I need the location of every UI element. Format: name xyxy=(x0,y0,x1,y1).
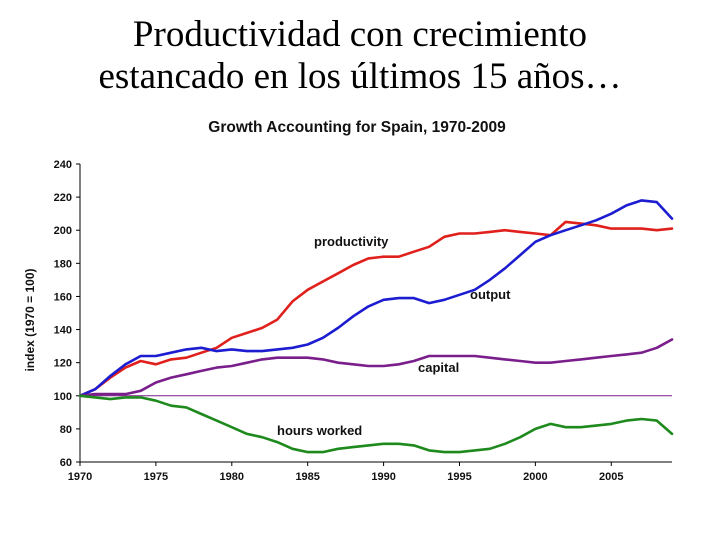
slide-title: Productividad con crecimiento estancado … xyxy=(0,14,720,98)
series-line-output xyxy=(78,199,674,398)
y-tick-label-60: 60 xyxy=(60,457,72,469)
y-tick-label-100: 100 xyxy=(54,391,72,403)
x-tick-label-1990: 1990 xyxy=(371,471,395,483)
y-tick-label-180: 180 xyxy=(54,258,72,270)
series-label-group: productivity output capital hours worked xyxy=(277,234,511,438)
slide-title-line-2: estancado en los últimos 15 años… xyxy=(98,56,622,97)
series-line-hours-worked xyxy=(78,394,674,454)
x-tick-label-1980: 1980 xyxy=(220,471,244,483)
series-line-group xyxy=(78,199,674,454)
y-tick-label-160: 160 xyxy=(54,291,72,303)
y-tick-label-140: 140 xyxy=(54,325,72,337)
series-label-capital: capital xyxy=(418,360,459,375)
x-tick-label-1985: 1985 xyxy=(295,471,319,483)
x-tick-label-1975: 1975 xyxy=(144,471,168,483)
series-label-output: output xyxy=(470,287,511,302)
x-tick-label-1995: 1995 xyxy=(447,471,471,483)
x-tick-group: 1970 1975 1980 1985 1990 1995 2000 2005 xyxy=(68,462,624,483)
x-tick-label-2005: 2005 xyxy=(599,471,623,483)
y-tick-label-120: 120 xyxy=(54,358,72,370)
y-tick-label-240: 240 xyxy=(54,159,72,171)
y-tick-label-80: 80 xyxy=(60,424,72,436)
y-axis-label: index (1970 = 100) xyxy=(23,268,37,371)
series-label-productivity: productivity xyxy=(314,234,389,249)
slide-title-line-1: Productividad con crecimiento xyxy=(132,14,588,55)
chart-title: Growth Accounting for Spain, 1970-2009 xyxy=(208,119,506,136)
x-tick-label-1970: 1970 xyxy=(68,471,92,483)
series-label-hours-worked: hours worked xyxy=(277,423,362,438)
series-line-productivity xyxy=(78,220,674,398)
series-line-capital xyxy=(78,338,674,398)
y-tick-label-220: 220 xyxy=(54,192,72,204)
x-tick-label-2000: 2000 xyxy=(523,471,547,483)
y-tick-label-200: 200 xyxy=(54,225,72,237)
y-tick-group: 60 80 100 120 140 160 180 200 220 240 xyxy=(54,159,80,469)
growth-accounting-chart: Growth Accounting for Spain, 1970-2009 i… xyxy=(23,119,674,483)
